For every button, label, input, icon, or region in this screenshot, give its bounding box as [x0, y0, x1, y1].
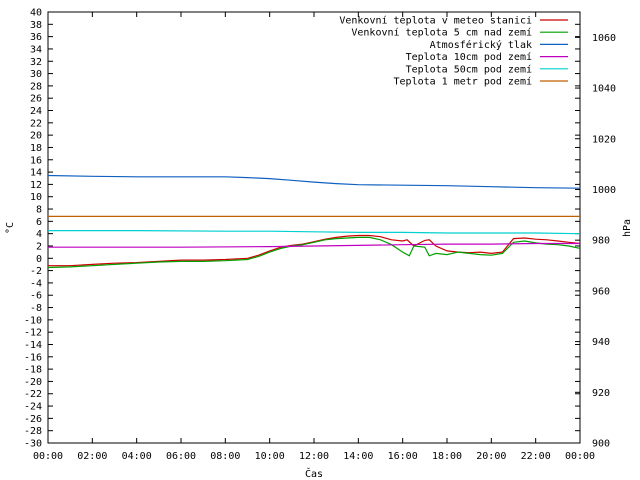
y-right-axis: 900 920 940 960 980 1000 1020 1040 1060 — [575, 33, 616, 450]
y-right-axis-label: hPa — [622, 219, 633, 237]
y-left-tick-label: 12 — [30, 180, 42, 191]
y-left-tick-label: -24 — [24, 402, 42, 413]
x-tick-label: 18:00 — [432, 451, 462, 462]
x-tick-label: 10:00 — [255, 451, 285, 462]
legend-label-2: Venkovní teplota 5 cm nad zemí — [351, 27, 532, 39]
x-axis: 00:00 02:00 04:00 06:00 08:00 10:00 12:00 14:00… — [33, 12, 595, 462]
y-left-tick-label: 10 — [30, 192, 42, 203]
series-line-5 — [48, 230, 581, 235]
y-right-tick-label: 1020 — [592, 134, 616, 145]
y-right-tick-label: 960 — [592, 286, 610, 297]
y-right-tick-label: 940 — [592, 337, 610, 348]
x-tick-label: 02:00 — [77, 451, 107, 462]
y-right-tick-label: 1040 — [592, 84, 616, 95]
y-left-tick-label: 34 — [30, 44, 42, 55]
x-tick-label: 08:00 — [210, 451, 240, 462]
x-tick-label: 12:00 — [299, 451, 329, 462]
x-tick-label: 20:00 — [476, 451, 506, 462]
legend-label-1: Venkovní teplota v meteo stanici — [339, 15, 532, 27]
x-axis-label: Čas — [305, 467, 323, 480]
y-left-tick-label: 6 — [36, 217, 42, 228]
y-left-tick-label: -30 — [24, 439, 42, 450]
y-left-tick-label: 38 — [30, 20, 42, 31]
y-left-tick-label: -16 — [24, 352, 42, 363]
y-left-tick-label: -2 — [30, 266, 42, 277]
series-line-2 — [47, 236, 581, 269]
x-tick-label: 04:00 — [122, 451, 152, 462]
y-left-tick-label: -6 — [30, 291, 42, 302]
y-left-axis-label: °C — [5, 222, 16, 234]
y-left-tick-label: -26 — [24, 414, 42, 425]
y-left-axis: -30-28-26-24-22-20-18-16-14-12-10-8-6-4-… — [24, 8, 580, 450]
y-left-tick-label: 22 — [30, 118, 42, 129]
legend-label-5: Teplota 50cm pod zemí — [406, 63, 532, 75]
y-left-tick-label: 24 — [30, 106, 42, 117]
legend: Venkovní teplota v meteo staniciVenkovní… — [339, 15, 568, 88]
y-left-tick-label: 26 — [30, 94, 42, 105]
y-left-tick-label: 28 — [30, 81, 42, 92]
y-right-tick-label: 1060 — [592, 33, 616, 44]
y-left-tick-label: 0 — [36, 254, 42, 265]
y-left-tick-label: -20 — [24, 377, 42, 388]
y-left-tick-label: 4 — [36, 229, 42, 240]
y-left-tick-label: -28 — [24, 426, 42, 437]
y-left-tick-label: 40 — [30, 8, 42, 19]
y-left-tick-label: 18 — [30, 143, 42, 154]
y-left-tick-label: -4 — [30, 278, 42, 289]
y-left-tick-label: -14 — [24, 340, 42, 351]
y-right-tick-label: 920 — [592, 388, 610, 399]
y-left-tick-label: -12 — [24, 328, 42, 339]
x-tick-label: 16:00 — [388, 451, 418, 462]
x-tick-label: 00:00 — [33, 451, 63, 462]
x-tick-label: 22:00 — [521, 451, 551, 462]
x-tick-label: 00:00 — [565, 451, 595, 462]
y-left-tick-label: -8 — [30, 303, 42, 314]
y-left-tick-label: 20 — [30, 131, 42, 142]
y-left-tick-label: 16 — [30, 155, 42, 166]
y-right-tick-label: 980 — [592, 236, 610, 247]
y-left-tick-label: -10 — [24, 315, 42, 326]
legend-label-4: Teplota 10cm pod zemí — [406, 51, 532, 63]
y-left-tick-label: 2 — [36, 241, 42, 252]
y-left-tick-label: -18 — [24, 365, 42, 376]
legend-label-3: Atmosférický tlak — [430, 39, 532, 51]
y-left-tick-label: -22 — [24, 389, 42, 400]
y-left-tick-label: 30 — [30, 69, 42, 80]
x-tick-label: 14:00 — [343, 451, 373, 462]
series-line-3 — [47, 174, 581, 189]
x-tick-label: 06:00 — [166, 451, 196, 462]
series-line-1 — [48, 234, 581, 267]
y-left-tick-label: 8 — [36, 205, 42, 216]
y-left-tick-label: 36 — [30, 32, 42, 43]
series-lines — [47, 174, 581, 269]
y-left-tick-label: 32 — [30, 57, 42, 68]
y-right-tick-label: 900 — [592, 439, 610, 450]
series-line-4 — [48, 242, 580, 248]
y-right-tick-label: 1000 — [592, 185, 616, 196]
legend-label-6: Teplota 1 metr pod zemí — [394, 76, 532, 88]
y-left-tick-label: 14 — [30, 168, 42, 179]
